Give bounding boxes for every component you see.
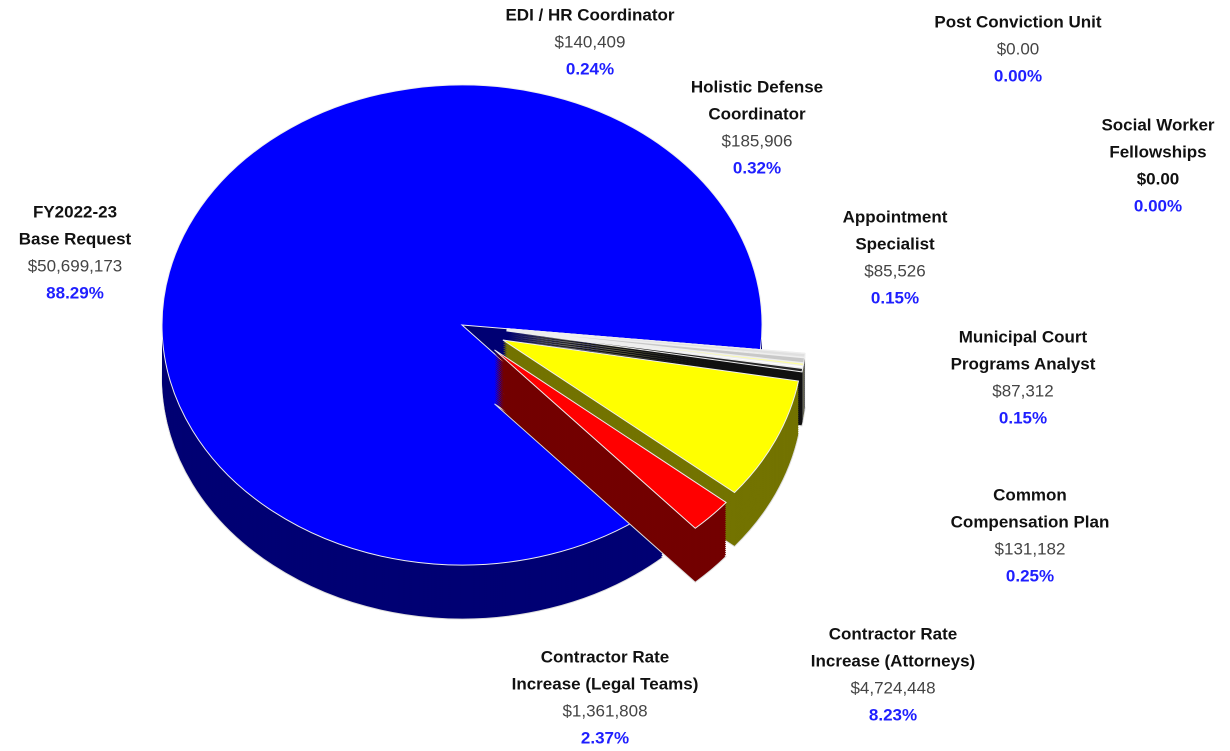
label-percent: 0.25% bbox=[1006, 566, 1054, 585]
label-percent: 8.23% bbox=[869, 705, 917, 724]
label-name: Compensation Plan bbox=[951, 512, 1110, 531]
label-name: Base Request bbox=[19, 229, 132, 248]
label-name: FY2022-23 bbox=[33, 202, 117, 221]
label-name: Appointment bbox=[843, 207, 948, 226]
slice-side bbox=[506, 332, 803, 374]
label-value: $87,312 bbox=[992, 381, 1053, 400]
label-value: $1,361,808 bbox=[562, 701, 647, 720]
slice bbox=[494, 349, 727, 529]
label-percent: 88.29% bbox=[46, 283, 104, 302]
label-percent: 0.24% bbox=[566, 59, 614, 78]
slice-side bbox=[506, 334, 803, 376]
label-name: Social Worker bbox=[1101, 115, 1214, 134]
label-name: Increase (Legal Teams) bbox=[512, 674, 699, 693]
label-name: Programs Analyst bbox=[951, 354, 1096, 373]
label-percent: 0.32% bbox=[733, 158, 781, 177]
label-value: $0.00 bbox=[1137, 169, 1180, 188]
label-percent: 0.00% bbox=[1134, 196, 1182, 215]
label-name: EDI / HR Coordinator bbox=[505, 5, 674, 24]
label-percent: 2.37% bbox=[581, 728, 629, 747]
label-name: Contractor Rate bbox=[541, 647, 669, 666]
label-value: $131,182 bbox=[995, 539, 1066, 558]
label-value: $185,906 bbox=[722, 131, 793, 150]
label-percent: 0.15% bbox=[871, 288, 919, 307]
slice bbox=[506, 329, 806, 364]
label-name: Coordinator bbox=[708, 104, 806, 123]
label-value: $140,409 bbox=[555, 32, 626, 51]
label-name: Contractor Rate bbox=[829, 624, 957, 643]
label-name: Fellowships bbox=[1109, 142, 1206, 161]
label-name: Increase (Attorneys) bbox=[811, 651, 975, 670]
label-name: Specialist bbox=[855, 234, 935, 253]
slice bbox=[506, 328, 806, 358]
slice-side bbox=[506, 338, 803, 380]
label-name: Post Conviction Unit bbox=[934, 12, 1102, 31]
slice-side bbox=[506, 336, 803, 378]
label-percent: 0.15% bbox=[999, 408, 1047, 427]
label-name: Holistic Defense bbox=[691, 77, 823, 96]
label-value: $85,526 bbox=[864, 261, 925, 280]
label-value: $4,724,448 bbox=[850, 678, 935, 697]
label-name: Municipal Court bbox=[959, 327, 1088, 346]
label-name: Common bbox=[993, 485, 1067, 504]
slice bbox=[502, 339, 800, 494]
slice bbox=[506, 330, 804, 373]
label-value: $0.00 bbox=[997, 39, 1040, 58]
label-value: $50,699,173 bbox=[28, 256, 123, 275]
label-percent: 0.00% bbox=[994, 66, 1042, 85]
slice bbox=[161, 84, 763, 566]
